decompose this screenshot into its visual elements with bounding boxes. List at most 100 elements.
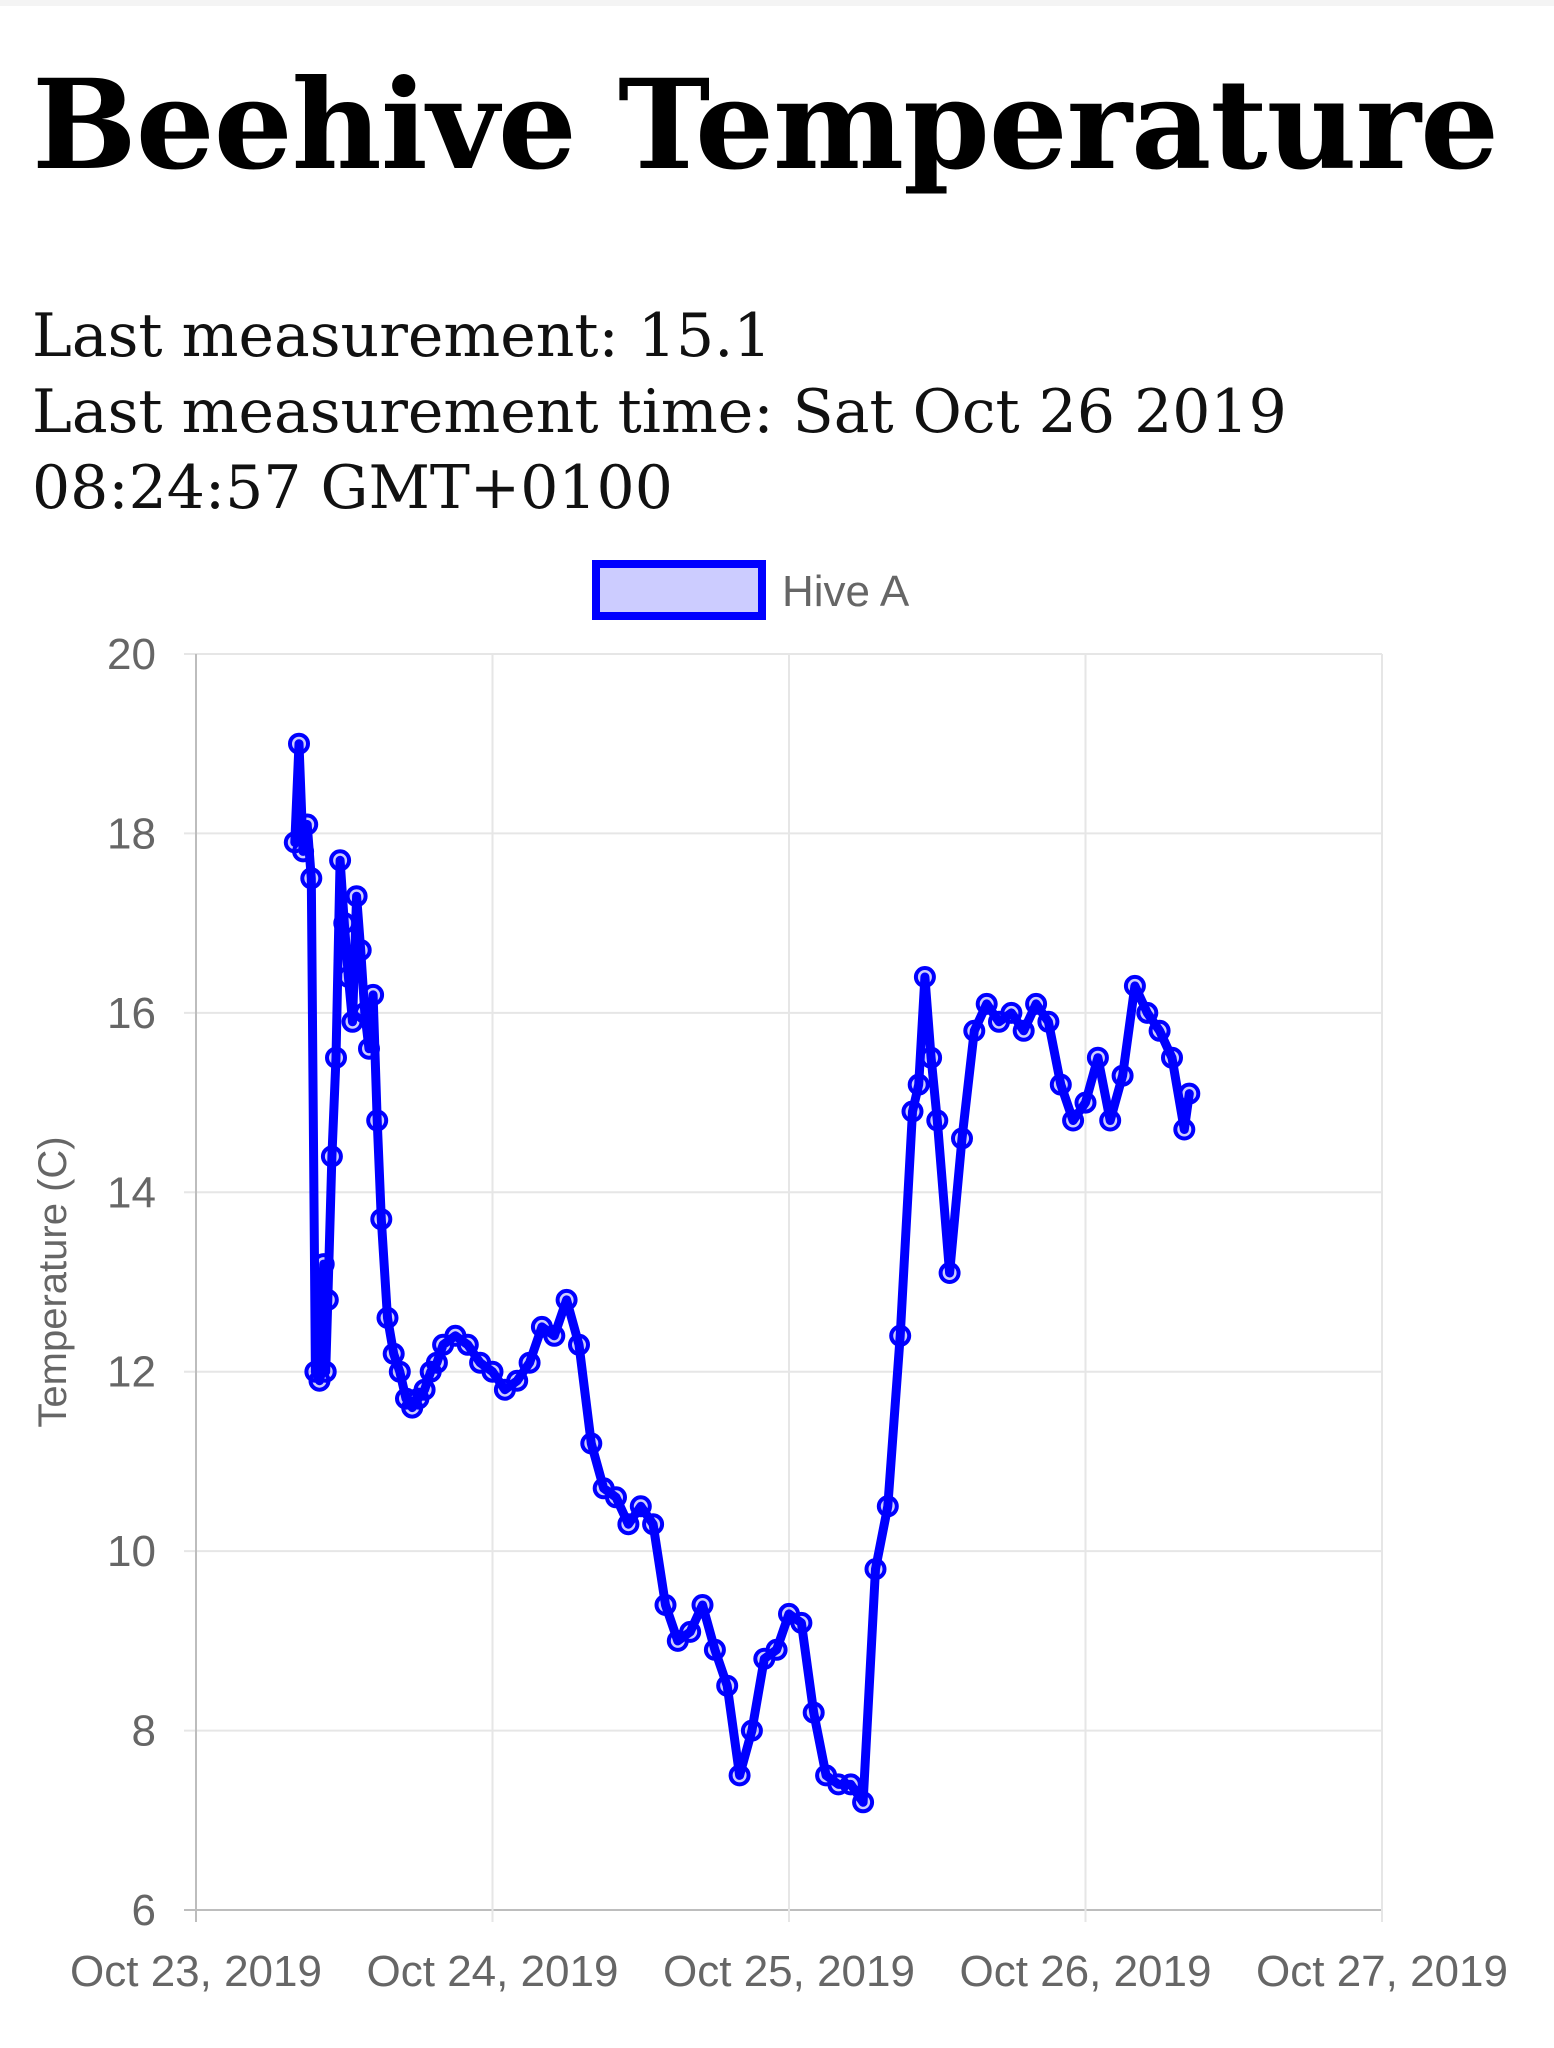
data-point[interactable] — [876, 1495, 899, 1518]
data-point[interactable] — [926, 1109, 949, 1132]
x-tick-label: Oct 26, 2019 — [960, 1947, 1212, 1996]
data-point[interactable] — [951, 1127, 973, 1150]
data-point[interactable] — [790, 1611, 813, 1634]
data-point[interactable] — [580, 1432, 603, 1455]
data-point[interactable] — [1074, 1091, 1097, 1114]
data-point[interactable] — [679, 1620, 702, 1643]
data-point[interactable] — [1123, 974, 1146, 997]
data-point[interactable] — [901, 1100, 924, 1123]
data-point[interactable] — [938, 1262, 961, 1284]
data-point[interactable] — [296, 813, 319, 836]
y-tick-label: 14 — [107, 1168, 156, 1217]
data-point[interactable] — [1148, 1019, 1171, 1042]
data-point[interactable] — [555, 1288, 578, 1311]
series-line-hive-a — [290, 739, 1194, 1807]
data-point[interactable] — [413, 1378, 436, 1401]
data-point[interactable] — [716, 1674, 739, 1697]
data-point[interactable] — [376, 1306, 399, 1329]
data-point[interactable] — [329, 849, 352, 872]
data-point[interactable] — [605, 1486, 627, 1509]
data-point[interactable] — [506, 1369, 529, 1392]
data-point[interactable] — [728, 1764, 751, 1787]
y-tick-label: 18 — [107, 809, 156, 858]
data-point[interactable] — [349, 939, 372, 962]
y-axis-title: Temperature (C) — [31, 1136, 75, 1427]
data-point[interactable] — [316, 1288, 339, 1311]
data-point[interactable] — [864, 1558, 887, 1581]
data-point[interactable] — [1086, 1046, 1109, 1069]
data-point[interactable] — [1000, 1001, 1023, 1024]
data-point[interactable] — [975, 992, 998, 1015]
data-point[interactable] — [629, 1495, 652, 1518]
data-point[interactable] — [617, 1513, 640, 1536]
data-point[interactable] — [366, 1109, 389, 1132]
series-hive-a — [283, 732, 1201, 1814]
data-point[interactable] — [920, 1046, 943, 1069]
data-point[interactable] — [518, 1351, 541, 1374]
data-point[interactable] — [802, 1701, 825, 1724]
data-point[interactable] — [1111, 1064, 1134, 1087]
x-tick-label: Oct 24, 2019 — [367, 1947, 619, 1996]
data-point[interactable] — [337, 966, 360, 988]
data-point[interactable] — [889, 1324, 912, 1347]
data-point[interactable] — [852, 1791, 875, 1814]
data-point[interactable] — [543, 1324, 566, 1347]
data-point[interactable] — [1136, 1001, 1159, 1024]
data-point[interactable] — [1025, 992, 1048, 1015]
chart-grid — [184, 653, 1383, 1922]
data-point[interactable] — [353, 1001, 376, 1024]
data-point[interactable] — [740, 1719, 763, 1742]
data-point[interactable] — [288, 732, 310, 755]
data-point[interactable] — [300, 867, 323, 890]
measurement-info: Last measurement: 15.1 Last measurement … — [32, 298, 1532, 526]
y-tick-label: 8 — [132, 1707, 156, 1756]
last-measurement-time-value: Sat Oct 26 2019 08:24:57 GMT+0100 — [32, 377, 1306, 523]
data-point[interactable] — [325, 1046, 347, 1069]
data-point[interactable] — [388, 1360, 411, 1383]
data-point[interactable] — [370, 1208, 393, 1231]
y-tick-label: 20 — [107, 630, 156, 679]
data-point[interactable] — [333, 912, 356, 935]
data-point[interactable] — [1049, 1073, 1072, 1096]
data-point[interactable] — [1062, 1109, 1085, 1132]
data-point[interactable] — [481, 1360, 504, 1383]
data-point[interactable] — [1173, 1118, 1196, 1141]
data-point[interactable] — [312, 1253, 335, 1276]
data-point[interactable] — [1037, 1010, 1060, 1033]
data-point[interactable] — [765, 1638, 788, 1661]
data-point[interactable] — [1178, 1082, 1201, 1105]
data-point[interactable] — [839, 1773, 862, 1796]
data-point[interactable] — [345, 885, 368, 908]
data-point[interactable] — [703, 1638, 726, 1661]
page-title: Beehive Temperature — [32, 53, 1499, 198]
data-point[interactable] — [1099, 1109, 1122, 1132]
data-point[interactable] — [358, 1037, 380, 1060]
data-point[interactable] — [425, 1351, 448, 1374]
x-tick-label: Oct 25, 2019 — [663, 1947, 915, 1996]
data-point[interactable] — [691, 1594, 714, 1616]
legend-swatch-hive-a[interactable] — [592, 560, 766, 620]
data-point[interactable] — [1161, 1046, 1183, 1069]
data-point[interactable] — [320, 1145, 343, 1168]
data-point[interactable] — [292, 840, 315, 863]
data-point[interactable] — [1012, 1019, 1035, 1042]
data-point[interactable] — [382, 1342, 405, 1365]
legend-label-hive-a[interactable]: Hive A — [782, 567, 910, 616]
data-point[interactable] — [642, 1513, 665, 1536]
x-tick-label: Oct 23, 2019 — [70, 1947, 322, 1996]
data-point[interactable] — [456, 1333, 479, 1356]
data-point[interactable] — [913, 966, 936, 988]
data-point[interactable] — [568, 1333, 590, 1356]
last-measurement-time-label: Last measurement time: — [32, 377, 774, 447]
data-point[interactable] — [362, 983, 385, 1006]
last-measurement-value: 15.1 — [637, 301, 772, 371]
chart-axes: 6 8 10 12 14 16 18 20 Oct 23, 2019 Oct 24, 2019 Oc… — [70, 630, 1508, 1996]
last-measurement-line: Last measurement: 15.1 — [32, 298, 1532, 374]
y-tick-label: 10 — [107, 1527, 156, 1576]
data-point[interactable] — [907, 1073, 930, 1096]
data-point[interactable] — [314, 1360, 337, 1383]
y-tick-label: 16 — [107, 989, 156, 1038]
chart-legend[interactable]: Hive A — [592, 560, 910, 620]
data-point[interactable] — [963, 1019, 986, 1042]
data-point[interactable] — [654, 1594, 677, 1616]
